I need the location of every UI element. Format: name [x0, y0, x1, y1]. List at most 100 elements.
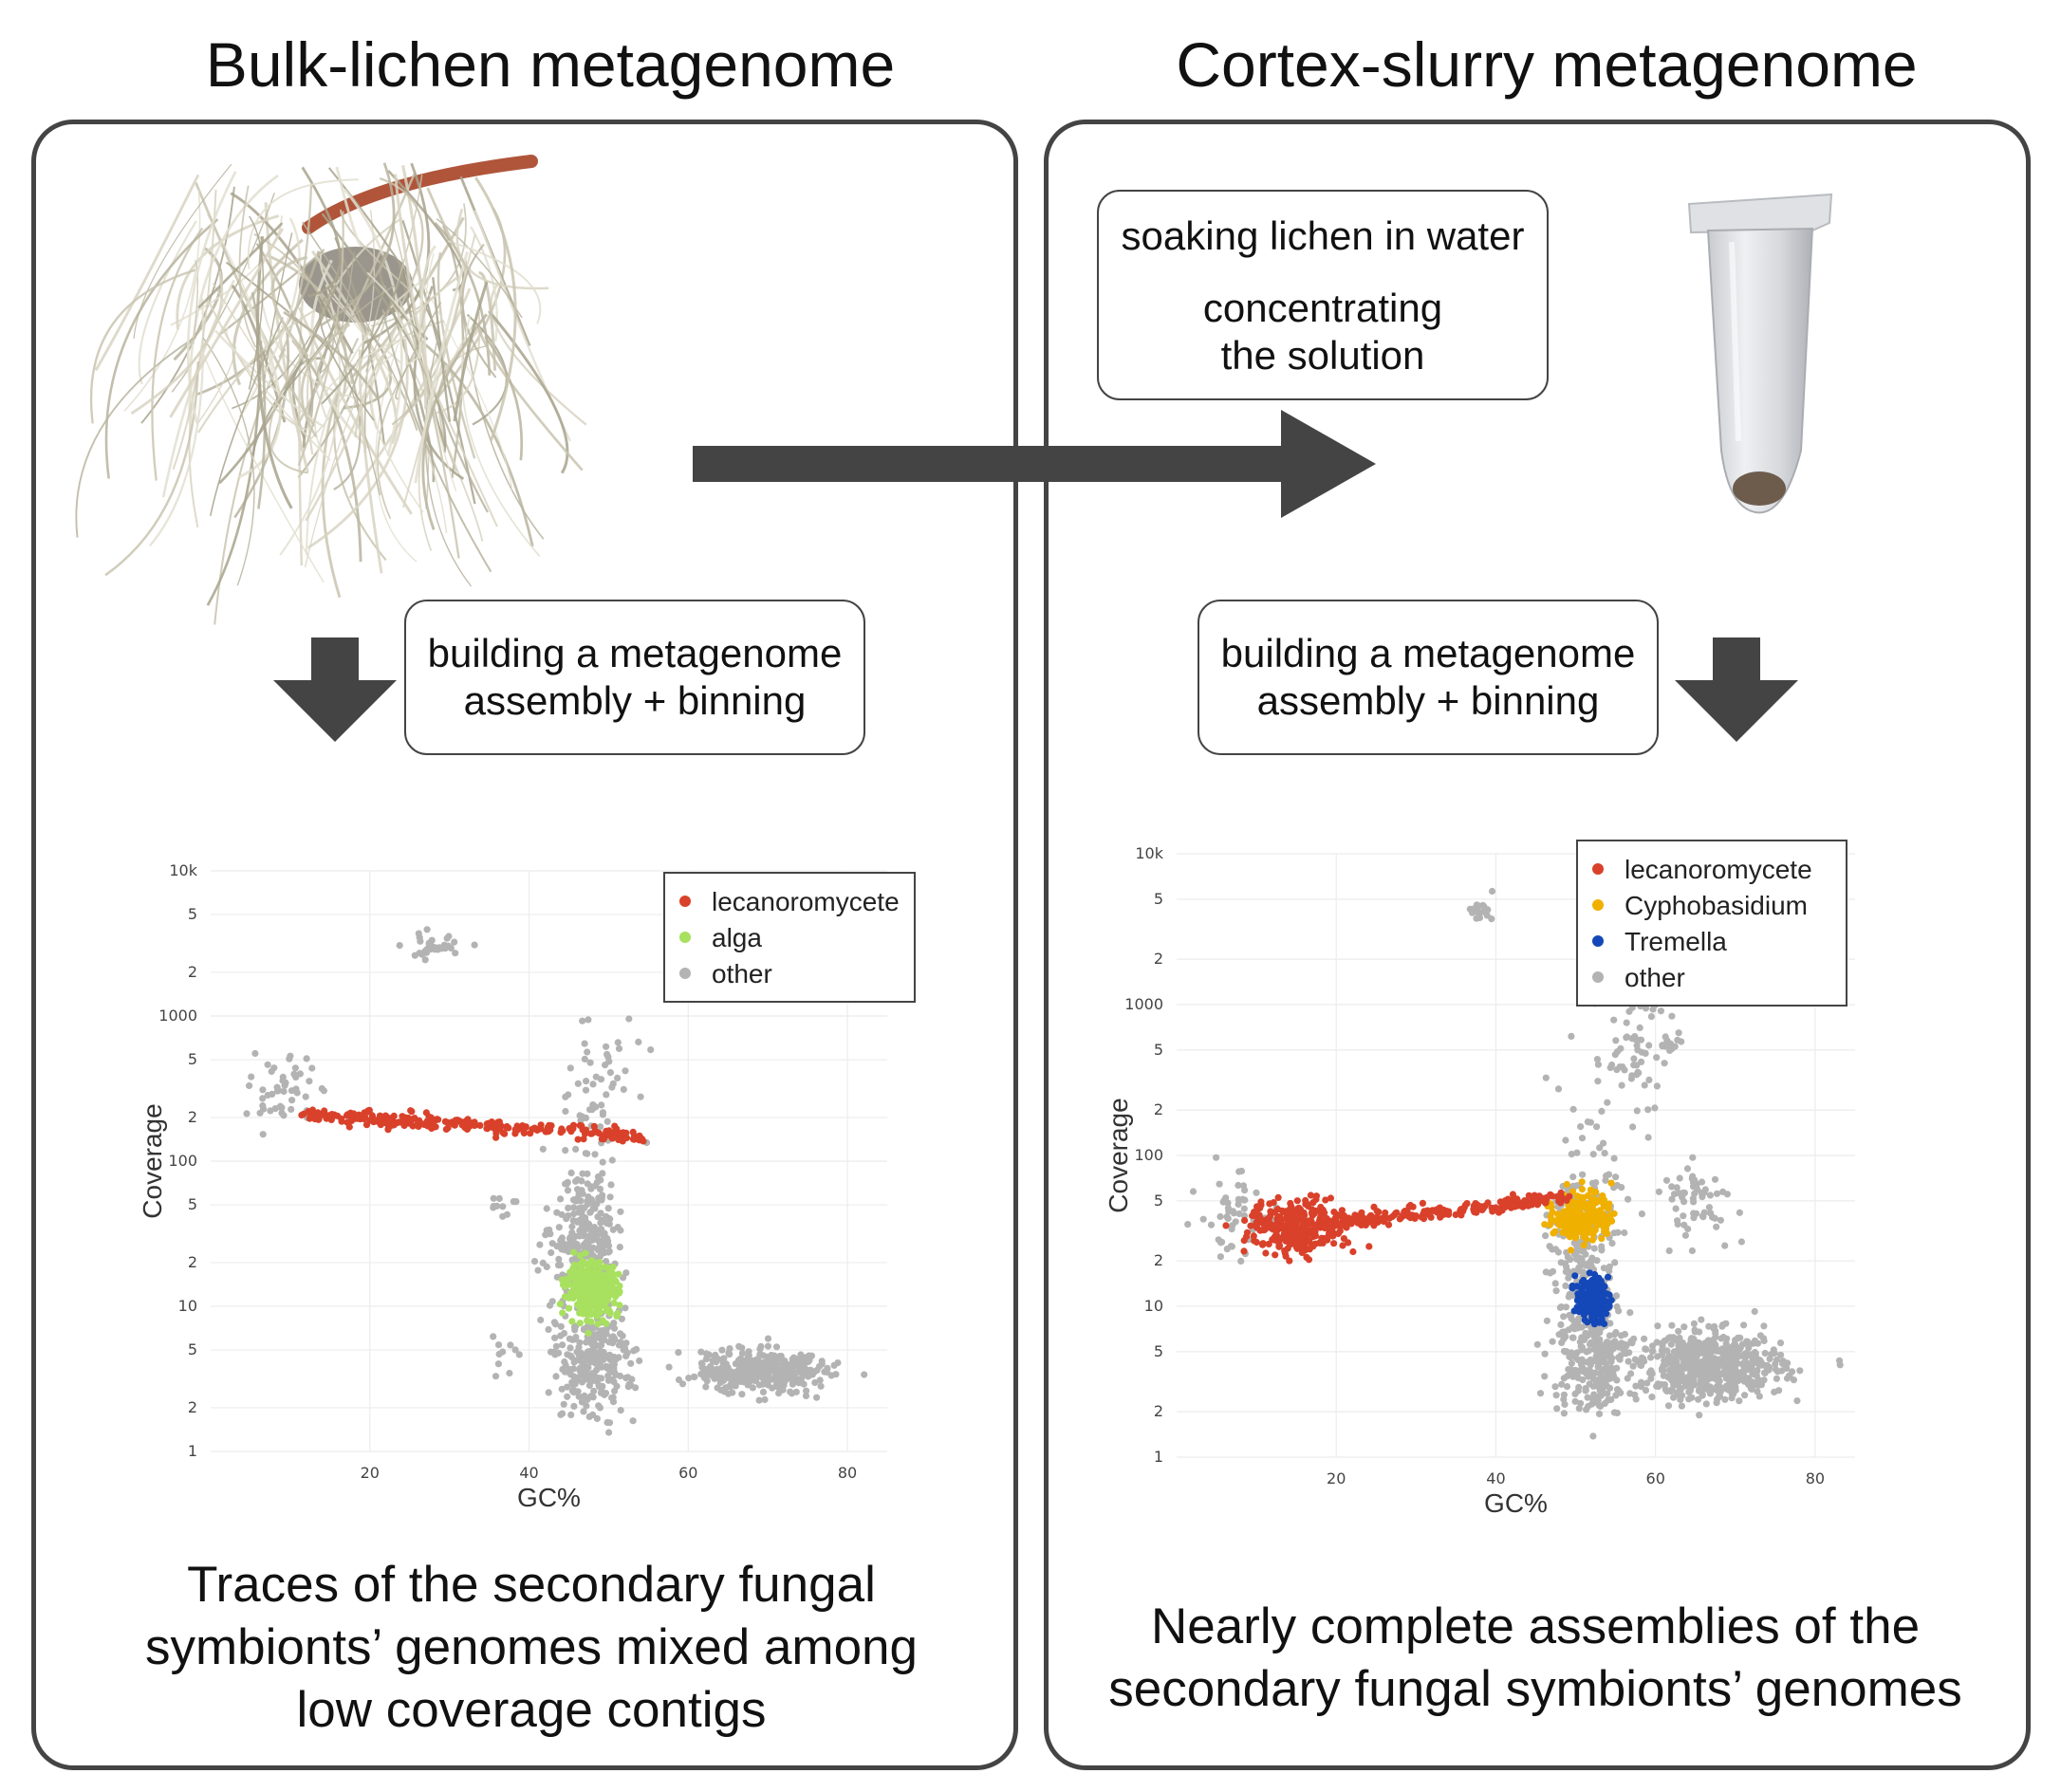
data-point	[1618, 1339, 1625, 1347]
data-point	[584, 1277, 591, 1284]
data-point	[546, 1226, 553, 1234]
data-point	[1632, 1382, 1640, 1390]
data-point	[1189, 1188, 1198, 1195]
data-point	[608, 1156, 616, 1164]
series-other	[1184, 887, 1844, 1440]
data-point	[1635, 1036, 1643, 1044]
bulk-lichen-panel	[31, 120, 1018, 1770]
data-point	[1593, 1123, 1601, 1131]
data-point	[1267, 1208, 1274, 1215]
data-point	[613, 1382, 621, 1390]
data-point	[756, 1364, 764, 1372]
assembly-left-line2: assembly + binning	[463, 678, 807, 723]
x-tick-label: 80	[1806, 1469, 1825, 1487]
data-point	[747, 1362, 754, 1370]
data-point	[802, 1392, 810, 1399]
y-axis-label: Coverage	[138, 1103, 167, 1218]
data-point	[1613, 1066, 1621, 1074]
data-point	[1253, 1189, 1260, 1196]
data-point	[1604, 1366, 1611, 1374]
data-point	[1725, 1344, 1734, 1352]
data-point	[1578, 1343, 1587, 1351]
data-point	[1328, 1232, 1336, 1240]
data-point	[1484, 1199, 1492, 1207]
data-point	[574, 1080, 582, 1087]
data-point	[1605, 1214, 1612, 1223]
soaking-step-box: soaking lichen in water concentrating th…	[1097, 190, 1549, 400]
data-point	[834, 1359, 842, 1367]
data-point	[1235, 1168, 1243, 1175]
data-point	[1536, 1390, 1545, 1397]
data-point	[592, 1073, 600, 1081]
data-point	[1666, 1352, 1674, 1360]
data-point	[1235, 1195, 1242, 1203]
data-point	[1240, 1247, 1248, 1255]
data-point	[1589, 1375, 1597, 1383]
data-point	[534, 1266, 542, 1274]
data-point	[1668, 1195, 1676, 1203]
data-point	[1606, 1267, 1613, 1275]
data-point	[1587, 1216, 1594, 1225]
x-tick-label: 60	[678, 1464, 697, 1482]
data-point	[1605, 1171, 1613, 1178]
data-point	[1513, 1201, 1521, 1209]
data-point	[1668, 1183, 1676, 1191]
data-point	[813, 1366, 821, 1374]
data-point	[399, 1113, 406, 1120]
data-point	[1458, 1211, 1465, 1219]
data-point	[715, 1355, 722, 1363]
data-point	[1760, 1322, 1768, 1330]
assembly-box-right: building a metagenome assembly + binning	[1198, 600, 1659, 755]
data-point	[1305, 1237, 1312, 1245]
data-point	[1717, 1216, 1724, 1224]
data-point	[608, 1083, 616, 1091]
data-point	[1648, 1394, 1656, 1401]
data-point	[1600, 1196, 1608, 1204]
data-point	[1554, 1248, 1562, 1256]
data-point	[582, 1114, 590, 1122]
data-point	[594, 1321, 602, 1328]
data-point	[507, 1341, 514, 1349]
data-point	[1367, 1211, 1375, 1219]
data-point	[1311, 1222, 1319, 1229]
data-point	[1595, 1310, 1603, 1318]
data-point	[567, 1371, 575, 1378]
data-point	[1654, 1322, 1662, 1330]
data-point	[1228, 1226, 1235, 1233]
data-point	[1346, 1219, 1353, 1227]
data-point	[1266, 1219, 1273, 1227]
data-point	[1560, 1410, 1568, 1417]
data-point	[1633, 1062, 1641, 1069]
data-point	[568, 1256, 576, 1264]
data-point	[1558, 1339, 1566, 1346]
data-point	[615, 1270, 622, 1278]
data-point	[799, 1356, 807, 1363]
data-point	[1644, 1134, 1652, 1141]
data-point	[571, 1232, 579, 1240]
y-tick-label: 5	[1154, 890, 1163, 908]
data-point	[1611, 1338, 1619, 1345]
data-point	[415, 930, 422, 937]
data-point	[1728, 1395, 1736, 1402]
data-point	[313, 1110, 321, 1118]
y-tick-label: 5	[1154, 1192, 1163, 1210]
data-point	[598, 1341, 605, 1349]
data-point	[1581, 1232, 1588, 1240]
data-point	[1661, 1060, 1668, 1067]
y-tick-label: 2	[1154, 1100, 1163, 1118]
data-point	[1564, 1214, 1571, 1222]
data-point	[622, 1067, 629, 1075]
data-point	[1668, 1012, 1676, 1020]
data-point	[1690, 1320, 1698, 1327]
data-point	[595, 1375, 603, 1382]
data-point	[1567, 1204, 1574, 1212]
data-point	[1547, 1212, 1554, 1220]
data-point	[603, 1219, 611, 1228]
data-point	[735, 1358, 743, 1365]
data-point	[1657, 1007, 1664, 1015]
data-point	[1659, 1042, 1666, 1049]
data-point	[764, 1342, 772, 1350]
data-point	[596, 1185, 604, 1192]
data-point	[563, 1215, 570, 1223]
y-tick-label: 2	[188, 1253, 197, 1271]
